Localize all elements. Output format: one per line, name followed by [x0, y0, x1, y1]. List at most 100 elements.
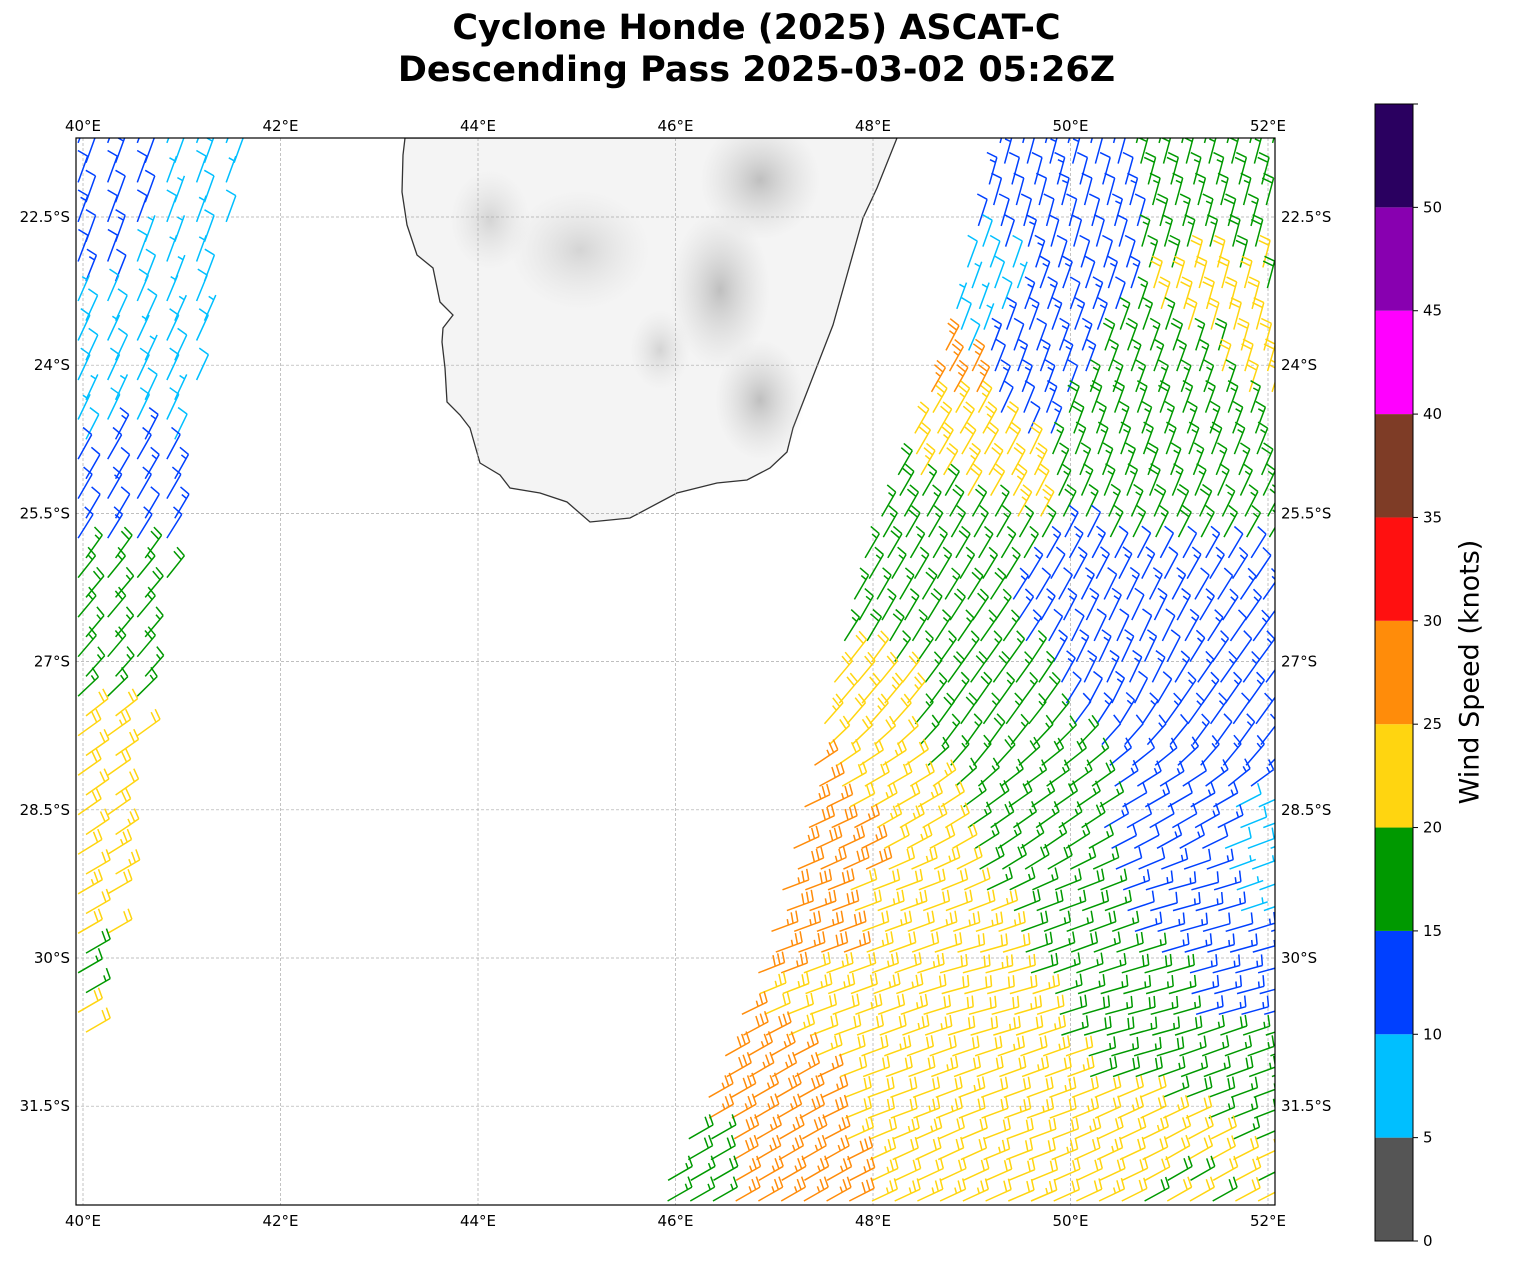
wind-barb	[915, 1136, 942, 1161]
wind-barb	[976, 1055, 1004, 1078]
wind-barb	[832, 889, 860, 912]
wind-barb	[846, 1136, 874, 1161]
wind-barb	[805, 868, 833, 891]
wind-barb	[906, 672, 926, 704]
wind-barb	[1126, 463, 1139, 496]
wind-barb	[1227, 525, 1244, 559]
wind-barb	[136, 626, 156, 658]
wind-barb	[1015, 651, 1034, 683]
wind-barb	[915, 1116, 943, 1140]
wind-barb	[1062, 338, 1074, 372]
wind-barb	[144, 646, 165, 677]
wind-barb	[1094, 1075, 1122, 1098]
wind-barb	[1063, 737, 1087, 766]
wind-barb	[689, 1176, 716, 1202]
wind-barb	[115, 646, 135, 677]
wind-barb	[843, 609, 861, 642]
wind-barb	[1205, 525, 1221, 559]
wind-barb	[999, 1055, 1027, 1078]
wind-barb	[923, 994, 952, 1016]
wind-barb	[931, 1055, 959, 1078]
wind-barb	[1153, 338, 1165, 372]
wind-barb	[1240, 897, 1268, 912]
wind-barb	[1095, 400, 1107, 434]
wind-barb	[136, 268, 149, 302]
wind-barb	[865, 846, 893, 870]
wind-barb	[1194, 172, 1207, 206]
wind-barb	[1268, 758, 1275, 766]
wind-barb	[913, 546, 930, 579]
wind-barb	[166, 189, 178, 223]
wind-barb	[882, 739, 907, 766]
wind-barb	[1050, 546, 1066, 579]
wind-barb	[889, 931, 917, 953]
wind-barb	[994, 338, 1006, 372]
wind-barb	[1107, 338, 1120, 372]
wind-barb	[827, 868, 855, 891]
wind-barb	[1202, 824, 1229, 849]
wind-barb	[1059, 994, 1088, 1016]
wind-barb	[1004, 1097, 1032, 1119]
wind-barb	[859, 739, 884, 766]
wind-barb	[1010, 713, 1030, 746]
wind-barb	[758, 1176, 784, 1202]
wind-barb	[1237, 713, 1256, 746]
wind-barb	[1074, 421, 1087, 455]
wind-barb	[1263, 338, 1275, 372]
wind-barb	[77, 466, 93, 499]
wind-barb	[1262, 255, 1275, 289]
wind-barb	[174, 406, 188, 440]
wind-barb	[1171, 463, 1184, 496]
wind-barb	[1229, 933, 1258, 953]
wind-barb	[1224, 671, 1243, 704]
wind-barb	[1207, 933, 1236, 953]
wind-barb	[1194, 463, 1207, 496]
wind-barb	[1008, 780, 1033, 808]
wind-barb	[803, 951, 831, 974]
wind-barb	[1142, 1136, 1169, 1161]
wind-barb	[1183, 138, 1194, 164]
wind-barb	[1074, 1116, 1102, 1140]
wind-barb	[894, 630, 912, 663]
wind-barb	[1096, 1136, 1124, 1161]
wind-barb	[1065, 671, 1082, 704]
wind-barb	[77, 948, 104, 974]
wind-barb	[1089, 1056, 1118, 1078]
wind-barb	[826, 783, 854, 808]
wind-barb	[1242, 650, 1261, 683]
wind-barb	[1239, 463, 1253, 496]
wind-barb	[1125, 317, 1139, 351]
wind-barb	[1116, 931, 1144, 953]
wind-barb	[1222, 588, 1239, 621]
wind-barb	[1202, 671, 1220, 704]
wind-barb	[1051, 693, 1070, 725]
wind-barb	[77, 586, 97, 618]
wind-barb	[937, 1136, 965, 1161]
wind-barb	[1167, 1155, 1193, 1181]
wind-barb	[1217, 172, 1229, 206]
wind-barb	[1257, 630, 1275, 663]
wind-barb	[900, 993, 929, 1016]
wind-barb	[1117, 1095, 1145, 1119]
wind-barb	[981, 1097, 1009, 1119]
wind-barb	[690, 1155, 716, 1181]
wind-barb	[1097, 1116, 1124, 1140]
wind-barb	[1085, 587, 1100, 621]
wind-barb	[1131, 587, 1145, 621]
wind-barb	[1028, 693, 1047, 725]
wind-barb	[877, 993, 906, 1016]
wind-barb	[1112, 380, 1126, 413]
wind-barb	[1137, 138, 1149, 164]
wind-barb	[724, 1031, 751, 1057]
wind-barb	[982, 401, 998, 434]
wind-barb	[1066, 910, 1094, 933]
wind-barb	[1013, 317, 1025, 351]
wind-barb	[1213, 234, 1226, 268]
wind-barb	[1250, 759, 1275, 787]
wind-barb	[823, 693, 844, 725]
wind-barb	[985, 779, 1010, 808]
wind-barb	[881, 484, 897, 517]
wind-barb	[1041, 737, 1065, 766]
wind-barb	[1153, 483, 1167, 517]
wind-barb	[1089, 910, 1117, 933]
